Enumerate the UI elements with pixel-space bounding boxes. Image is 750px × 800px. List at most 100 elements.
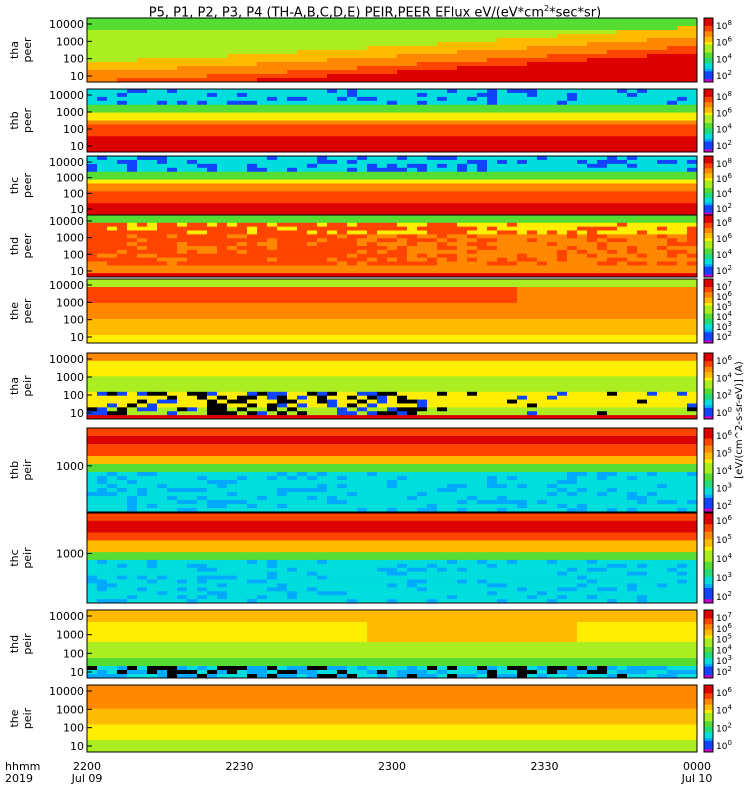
- heatmap-cell: [647, 335, 658, 340]
- heatmap-cell: [557, 120, 568, 125]
- heatmap-cell: [147, 62, 158, 67]
- heatmap-cell: [387, 273, 398, 278]
- y-label-species: peer: [21, 233, 34, 259]
- heatmap-cell: [117, 319, 128, 324]
- heatmap-cell: [177, 70, 188, 75]
- heatmap-cell: [207, 307, 218, 312]
- heatmap-cell: [577, 38, 588, 43]
- heatmap-cell: [627, 222, 638, 227]
- heatmap-cell: [397, 335, 408, 340]
- heatmap-cell: [667, 211, 678, 216]
- heatmap-cell: [307, 171, 318, 176]
- heatmap-cell: [587, 89, 598, 94]
- heatmap-cell: [187, 319, 198, 324]
- heatmap-cell: [287, 108, 298, 113]
- heatmap-cell: [407, 96, 418, 102]
- heatmap-cell: [527, 30, 538, 35]
- heatmap-cell: [657, 211, 668, 216]
- heatmap-cell: [677, 159, 688, 165]
- heatmap-cell: [437, 187, 448, 192]
- heatmap-cell: [87, 234, 98, 239]
- heatmap-cell: [577, 104, 588, 109]
- y-label-species: peer: [21, 37, 34, 63]
- heatmap-cell: [417, 159, 428, 165]
- heatmap-cell: [137, 273, 148, 278]
- heatmap-cell: [137, 50, 148, 55]
- heatmap-cell: [297, 269, 308, 274]
- heatmap-cell: [427, 331, 438, 336]
- heatmap-cell: [287, 249, 298, 255]
- heatmap-cell: [457, 120, 468, 125]
- heatmap-cell: [617, 124, 628, 129]
- heatmap-cell: [517, 187, 528, 192]
- heatmap-cell: [667, 339, 678, 344]
- heatmap-cell: [577, 327, 588, 332]
- heatmap-cell: [97, 311, 108, 316]
- heatmap-cell: [537, 319, 548, 324]
- heatmap-cell: [537, 215, 548, 220]
- heatmap-cell: [377, 18, 388, 23]
- heatmap-cell: [217, 207, 228, 212]
- heatmap-cell: [437, 303, 448, 308]
- heatmap-cell: [527, 311, 538, 316]
- heatmap-cell: [657, 191, 668, 196]
- heatmap-cell: [477, 323, 488, 328]
- heatmap-cell: [347, 46, 358, 51]
- heatmap-cell: [297, 159, 308, 165]
- heatmap-cell: [517, 335, 528, 340]
- heatmap-cell: [587, 249, 598, 255]
- heatmap-cell: [627, 116, 638, 121]
- heatmap-cell: [457, 215, 468, 220]
- heatmap-cell: [207, 195, 218, 200]
- heatmap-cell: [577, 273, 588, 278]
- heatmap-cell: [437, 269, 448, 274]
- heatmap-cell: [447, 120, 458, 125]
- heatmap-cell: [387, 279, 398, 284]
- heatmap-cell: [297, 331, 308, 336]
- heatmap-cell: [587, 203, 598, 208]
- heatmap-cell: [557, 58, 568, 63]
- heatmap-cell: [127, 327, 138, 332]
- heatmap-cell: [147, 211, 158, 216]
- heatmap-cell: [227, 287, 238, 292]
- heatmap-cell: [117, 163, 128, 169]
- heatmap-cell: [187, 132, 198, 137]
- heatmap-cell: [547, 273, 558, 278]
- heatmap-cell: [507, 261, 518, 266]
- heatmap-cell: [327, 132, 338, 137]
- heatmap-cell: [597, 26, 608, 31]
- heatmap-cell: [187, 92, 198, 98]
- heatmap-cell: [337, 238, 348, 243]
- heatmap-cell: [197, 30, 208, 35]
- heatmap-cell: [357, 22, 368, 27]
- heatmap-cell: [537, 179, 548, 184]
- heatmap-cell: [537, 89, 548, 94]
- heatmap-cell: [377, 100, 388, 106]
- y-label-probe: tha: [8, 41, 21, 59]
- heatmap-cell: [437, 175, 448, 180]
- heatmap-cell: [567, 96, 578, 102]
- heatmap-cell: [547, 50, 558, 55]
- heatmap-cell: [397, 163, 408, 169]
- heatmap-cell: [637, 203, 648, 208]
- heatmap-cell: [127, 18, 138, 23]
- heatmap-cell: [577, 163, 588, 169]
- heatmap-cell: [117, 303, 128, 308]
- heatmap-cell: [197, 54, 208, 59]
- heatmap-cell: [177, 159, 188, 165]
- heatmap-cell: [587, 74, 598, 79]
- heatmap-cell: [657, 66, 668, 71]
- heatmap-cell: [337, 120, 348, 125]
- heatmap-cell: [467, 226, 478, 231]
- heatmap-cell: [547, 92, 558, 98]
- heatmap-cell: [117, 171, 128, 176]
- heatmap-cell: [387, 218, 398, 224]
- heatmap-cell: [457, 26, 468, 31]
- heatmap-cell: [597, 30, 608, 35]
- heatmap-cell: [327, 163, 338, 169]
- heatmap-cell: [247, 279, 258, 284]
- heatmap-cell: [197, 34, 208, 39]
- colorbar-segment: [704, 173, 713, 177]
- heatmap-cell: [527, 273, 538, 278]
- heatmap-cell: [327, 339, 338, 344]
